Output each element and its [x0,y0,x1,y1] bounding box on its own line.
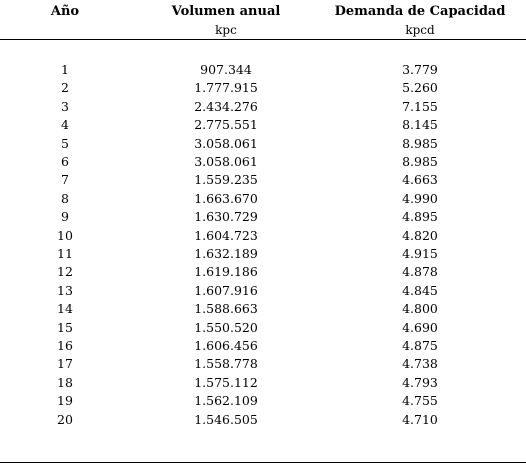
table-cell: 3.058.061 [194,135,258,151]
bottom-rule [0,462,526,463]
table-cell: 13 [57,282,73,298]
table-cell: 2 [61,80,69,96]
table-cell: 1.575.112 [194,374,258,390]
table-cell: 6 [61,154,69,169]
table-cell: 4.755 [402,393,438,409]
table-cell: 7 [61,172,69,188]
table-cell: 1.630.729 [194,209,258,225]
table-cell: 4.990 [402,190,438,206]
table-cell: 15 [57,319,73,335]
table-cell: 20 [57,411,73,427]
table-cell: 1.558.778 [194,356,258,372]
table-cell: 9 [61,209,69,225]
table-cell: 2.434.276 [194,98,258,114]
table-cell: 2.775.551 [194,117,258,133]
table-cell: 4.875 [402,338,438,353]
column-header: Año [50,4,80,19]
table-cell: 4 [61,117,69,133]
table-cell: 4.845 [402,282,438,298]
table-cell: 8.985 [402,154,438,169]
table-cell: 14 [57,301,73,317]
table-cell: 4.820 [402,227,438,243]
table-cell: 1.546.505 [194,411,258,427]
table-cell: 4.878 [402,264,438,280]
table-cell: 4.690 [402,319,438,335]
table-cell: 19 [57,393,73,409]
table-cell: 8.985 [402,135,438,151]
column-header: Demanda de Capacidad [334,4,506,19]
table-cell: 4.895 [402,209,438,225]
table-cell: 18 [57,374,73,390]
table-cell: 8.145 [402,117,438,133]
table-cell: 1.562.109 [194,393,258,409]
table-cell: 1.604.723 [194,227,258,243]
header-rule [0,39,526,40]
table-cell: 4.663 [402,172,438,188]
table-cell: 3 [61,98,69,114]
table-cell: 1.777.915 [194,80,258,96]
table-cell: 11 [57,246,73,261]
table-cell: 907.344 [200,62,252,77]
table-cell: 1.550.520 [194,319,258,335]
table-cell: 4.710 [402,411,438,427]
table-cell: 16 [57,338,73,353]
table-cell: 7.155 [402,98,438,114]
table-cell: 1.559.235 [194,172,258,188]
table-cell: 1.588.663 [194,301,258,317]
table-cell: 1.607.916 [194,282,258,298]
table-cell: 12 [57,264,73,280]
table-cell: 10 [57,227,73,243]
column-unit: kpc [215,23,237,37]
table-cell: 1.663.670 [194,190,258,206]
table-cell: 4.800 [402,301,438,317]
table-cell: 4.793 [402,374,438,390]
table-cell: 5.260 [402,80,438,96]
table-cell: 1 [61,62,69,77]
table-cell: 4.738 [402,356,438,372]
column-header: Volumen anual [171,4,281,19]
table-cell: 1.632.189 [194,246,258,261]
table-cell: 3.058.061 [194,154,258,169]
table-cell: 17 [57,356,73,372]
table-cell: 1.619.186 [194,264,258,280]
table-cell: 5 [61,135,69,151]
table-cell: 4.915 [402,246,438,261]
table-cell: 8 [61,190,69,206]
column-unit: kpcd [405,23,435,37]
table-cell: 1.606.456 [194,338,258,353]
table-cell: 3.779 [402,62,438,77]
